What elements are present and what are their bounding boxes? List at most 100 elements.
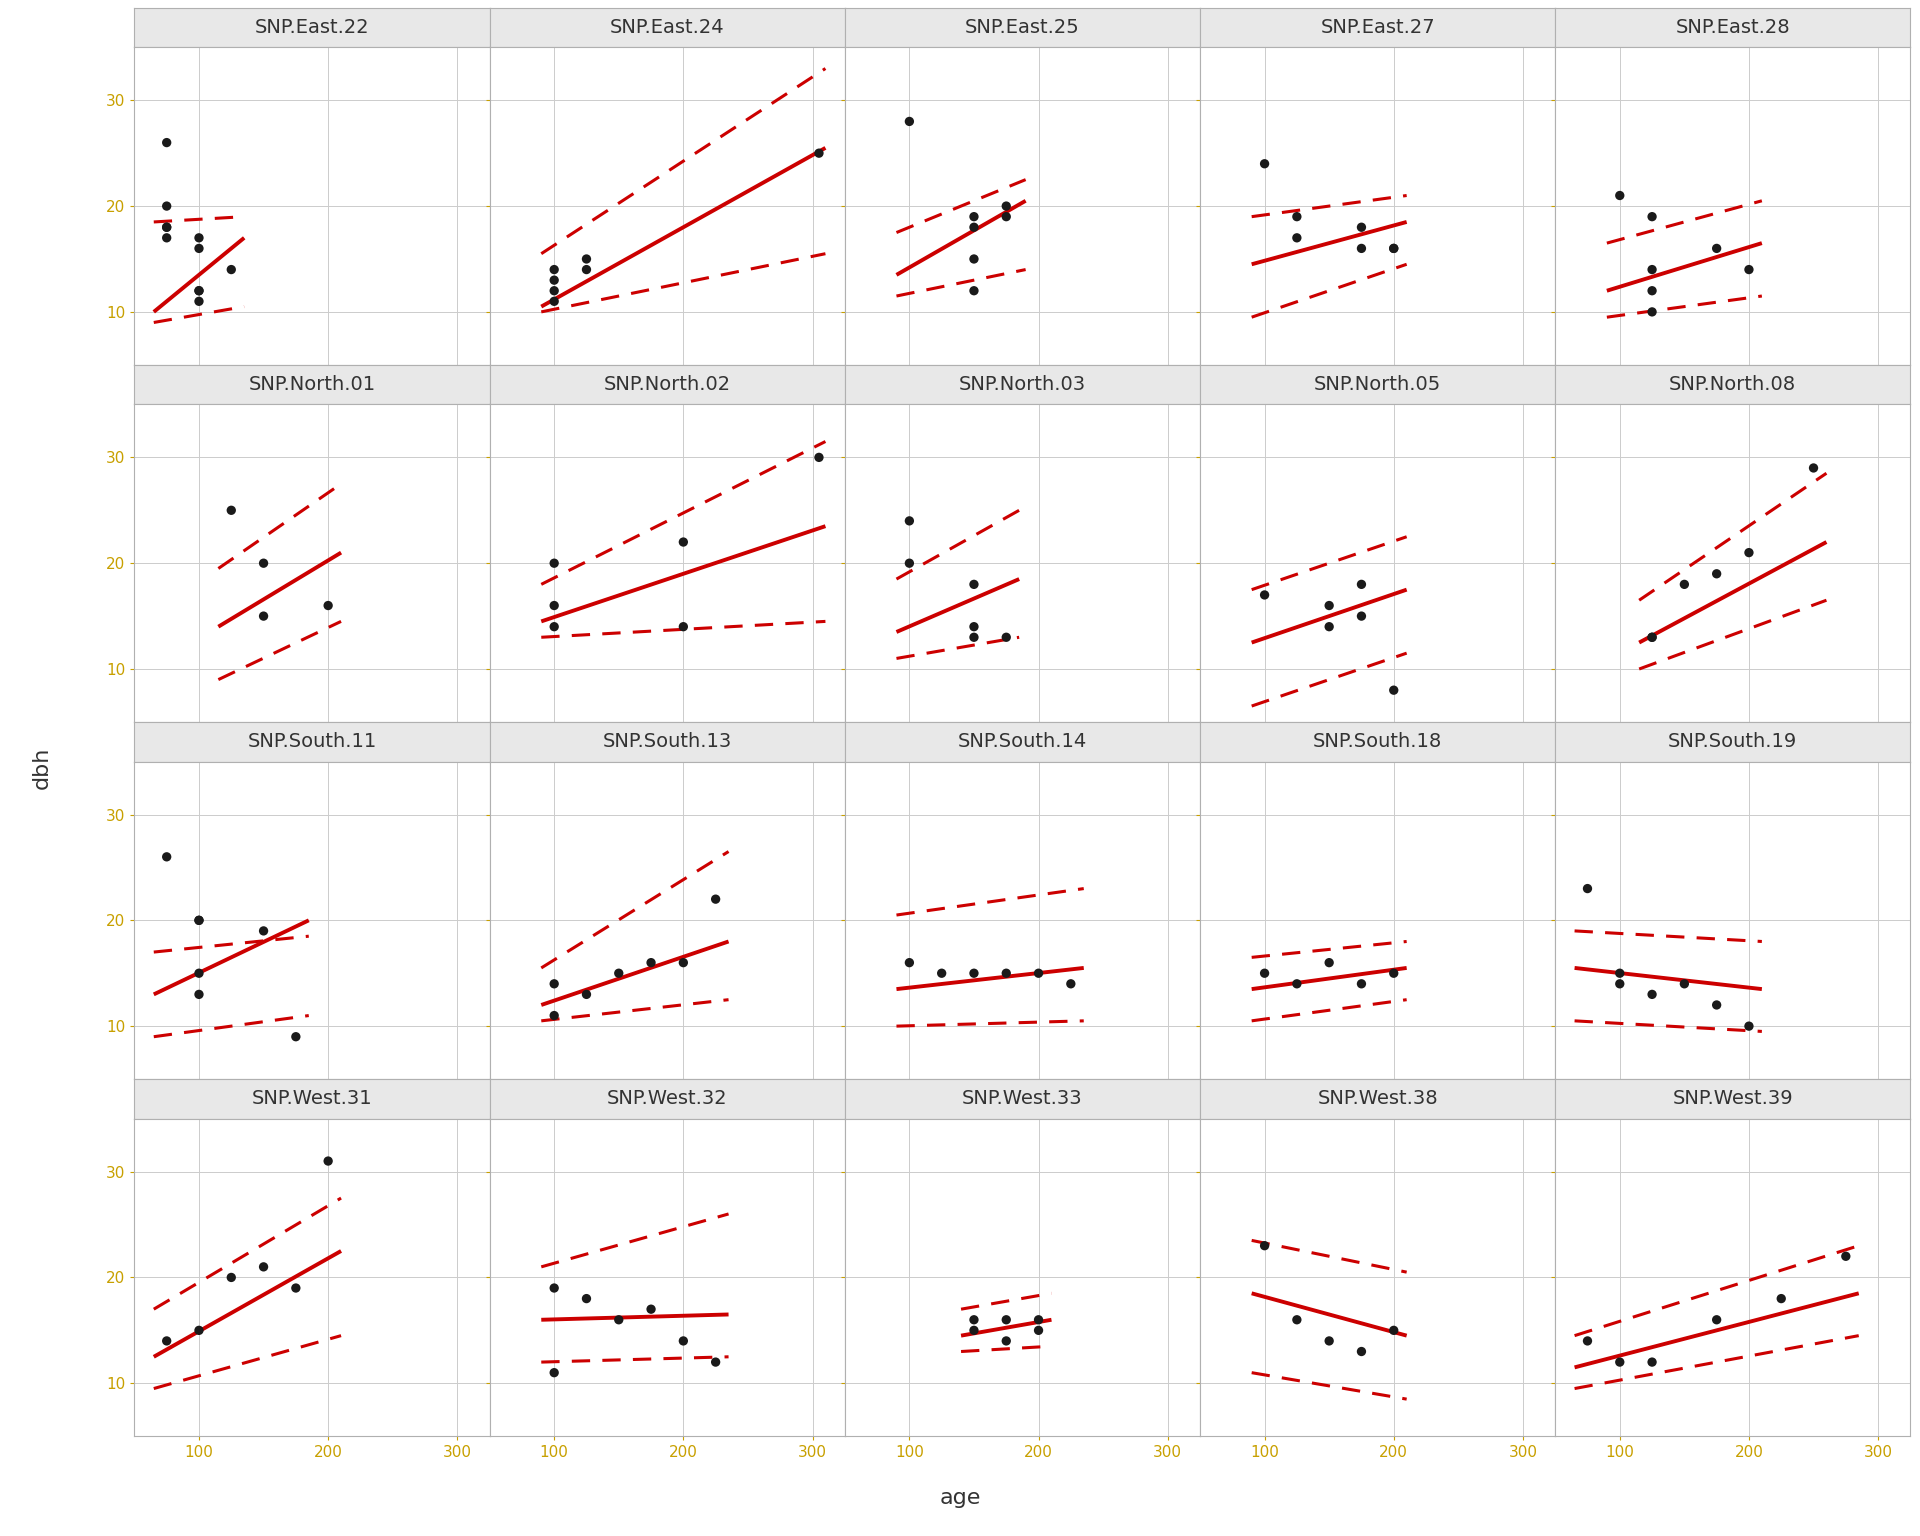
Point (1281, 1307, 1311, 1332)
Point (152, 1329, 182, 1353)
Point (701, 1350, 732, 1375)
Point (1313, 951, 1344, 975)
Point (895, 109, 925, 134)
Point (1281, 226, 1311, 250)
Point (1346, 571, 1377, 596)
Point (1346, 972, 1377, 997)
Point (1313, 593, 1344, 617)
Point (1379, 677, 1409, 702)
Point (570, 247, 601, 272)
Point (1636, 300, 1667, 324)
Point (1379, 1318, 1409, 1342)
Point (1379, 237, 1409, 261)
Point (570, 258, 601, 283)
Point (184, 278, 215, 303)
Point (184, 237, 215, 261)
Point (570, 982, 601, 1006)
Point (804, 141, 835, 166)
Point (184, 962, 215, 986)
Point (184, 908, 215, 932)
Point (1346, 215, 1377, 240)
Point (636, 1296, 666, 1321)
Point (895, 508, 925, 533)
Point (152, 226, 182, 250)
Point (215, 1266, 246, 1290)
Point (184, 278, 215, 303)
Point (1346, 237, 1377, 261)
Point (668, 1329, 699, 1353)
Point (1734, 258, 1764, 283)
Point (958, 1318, 989, 1342)
Point (1346, 604, 1377, 628)
Point (603, 1307, 634, 1332)
Point (313, 593, 344, 617)
Point (540, 289, 570, 313)
Point (215, 498, 246, 522)
Text: SNP.West.39: SNP.West.39 (1672, 1089, 1793, 1109)
Point (603, 962, 634, 986)
Point (1605, 972, 1636, 997)
Point (925, 962, 956, 986)
Point (570, 1286, 601, 1310)
Point (248, 551, 278, 576)
Point (958, 215, 989, 240)
Point (540, 614, 570, 639)
Point (1734, 1014, 1764, 1038)
Point (1250, 152, 1281, 177)
Point (1313, 1329, 1344, 1353)
Text: SNP.West.33: SNP.West.33 (962, 1089, 1083, 1109)
Point (1636, 625, 1667, 650)
Point (1605, 962, 1636, 986)
Point (152, 215, 182, 240)
Text: SNP.South.14: SNP.South.14 (958, 733, 1087, 751)
Point (958, 247, 989, 272)
Point (1636, 204, 1667, 229)
Point (1023, 962, 1054, 986)
Point (1281, 972, 1311, 997)
Point (1056, 972, 1087, 997)
Point (958, 614, 989, 639)
Text: SNP.West.32: SNP.West.32 (607, 1089, 728, 1109)
Point (1701, 1307, 1732, 1332)
Point (804, 445, 835, 470)
Point (152, 215, 182, 240)
Point (1605, 183, 1636, 207)
Point (991, 1307, 1021, 1332)
Text: SNP.North.01: SNP.North.01 (248, 375, 376, 395)
Point (280, 1276, 311, 1301)
Text: SNP.South.19: SNP.South.19 (1668, 733, 1797, 751)
Point (248, 919, 278, 943)
Point (248, 604, 278, 628)
Text: SNP.East.25: SNP.East.25 (966, 18, 1079, 37)
Point (701, 886, 732, 911)
Text: SNP.South.18: SNP.South.18 (1313, 733, 1442, 751)
Point (540, 258, 570, 283)
Point (1250, 962, 1281, 986)
Point (668, 614, 699, 639)
Text: age: age (939, 1487, 981, 1508)
Point (991, 962, 1021, 986)
Point (1799, 456, 1830, 481)
Point (540, 1361, 570, 1385)
Point (540, 593, 570, 617)
Point (540, 278, 570, 303)
Point (668, 951, 699, 975)
Point (991, 204, 1021, 229)
Point (895, 551, 925, 576)
Point (636, 951, 666, 975)
Point (1636, 982, 1667, 1006)
Text: SNP.East.27: SNP.East.27 (1321, 18, 1434, 37)
Text: SNP.North.05: SNP.North.05 (1313, 375, 1442, 395)
Point (184, 982, 215, 1006)
Point (1701, 992, 1732, 1017)
Point (313, 1149, 344, 1174)
Text: SNP.East.28: SNP.East.28 (1676, 18, 1789, 37)
Point (540, 551, 570, 576)
Point (668, 530, 699, 554)
Point (1668, 571, 1699, 596)
Text: SNP.East.24: SNP.East.24 (611, 18, 724, 37)
Point (1668, 972, 1699, 997)
Point (540, 1003, 570, 1028)
Point (184, 908, 215, 932)
Point (280, 1025, 311, 1049)
